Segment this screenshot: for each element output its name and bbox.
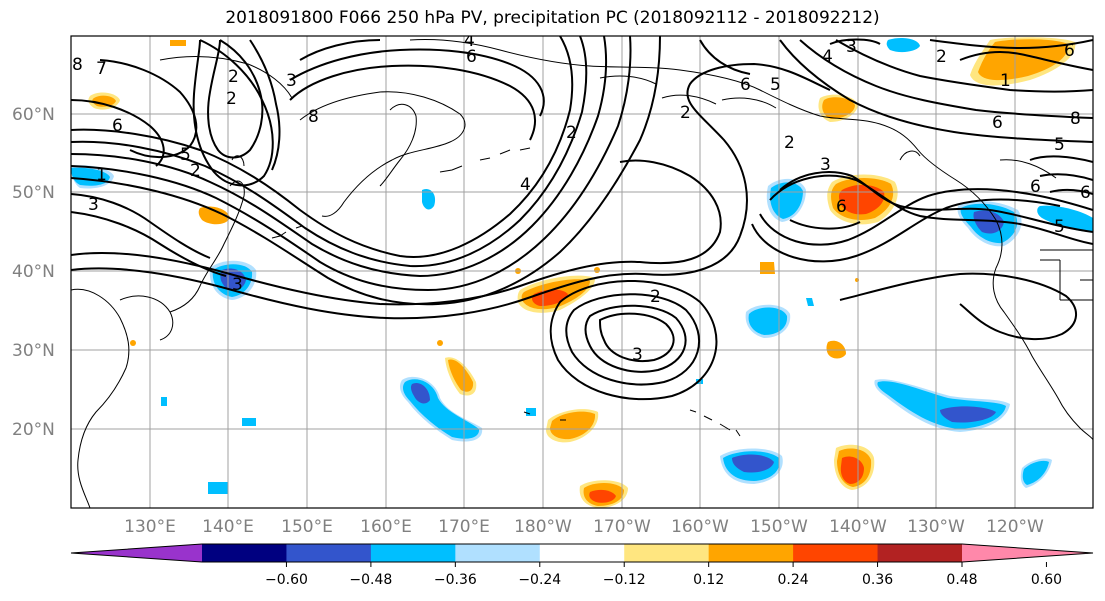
contour-label: 3: [632, 345, 643, 365]
map-frame: [70, 35, 1094, 509]
contour-label: 1: [1000, 71, 1011, 91]
lat-label: 30°N: [12, 341, 55, 361]
contour-label: 4: [464, 31, 475, 51]
colorbar-segment: [624, 544, 710, 562]
lat-label: 60°N: [12, 105, 55, 125]
contour-label: 6: [1080, 183, 1091, 203]
contour-label: 4: [822, 47, 833, 67]
colorbar-tick-label: −0.60: [265, 572, 308, 588]
contour-label: 2: [680, 103, 691, 123]
contour-label: 6: [1030, 177, 1041, 197]
colorbar-ticks: −0.60 −0.48 −0.36 −0.24 −0.12 0.12 0.24 0.36 0.4…: [265, 562, 1062, 588]
contour-label: 5: [180, 145, 191, 165]
colorbar-segment: [708, 544, 794, 562]
lon-label: 120°W: [986, 517, 1044, 537]
contour-label: 8: [1070, 109, 1081, 129]
contour-label: 3: [846, 37, 857, 57]
colorbar-segment: [455, 544, 541, 562]
colorbar-segment: [286, 544, 372, 562]
colorbar-extend-high: [962, 544, 1093, 562]
precip-positive-areas: [88, 37, 1076, 508]
colorbar-tick-label: −0.48: [349, 572, 392, 588]
colorbar-segment: [370, 544, 456, 562]
contour-label: 4: [520, 175, 531, 195]
contour-label: 3: [820, 155, 831, 175]
colorbar-tick-label: −0.24: [518, 572, 561, 588]
contour-label: 6: [1064, 41, 1075, 61]
longitude-labels: 130°E 140°E 150°E 160°E 170°E 180°W 170°…: [124, 517, 1044, 537]
lon-label: 130°E: [124, 517, 176, 537]
contour-label: 5: [770, 75, 781, 95]
colorbar-segment: [877, 544, 963, 562]
lon-label: 140°E: [202, 517, 254, 537]
colorbar-segment: [539, 544, 625, 562]
contour-label: 8: [72, 55, 83, 75]
map-title: 2018091800 F066 250 hPa PV, precipitatio…: [225, 8, 880, 28]
colorbar-tick-label: 0.12: [693, 572, 724, 588]
map-content: 8 7 6 5 1 3 2 3 8 4 2 3 4 6 2 3 2 6 5 4 …: [71, 31, 1093, 508]
contour-label: 3: [232, 275, 243, 295]
pv-contours: [71, 36, 1093, 401]
contour-label: 5: [1054, 217, 1065, 237]
lat-label: 50°N: [12, 183, 55, 203]
colorbar-tick-label: −0.12: [603, 572, 646, 588]
colorbar-segment: [793, 544, 879, 562]
contour-label: 3: [88, 195, 99, 215]
contour-label: 1: [96, 165, 107, 185]
lon-label: 160°W: [671, 517, 729, 537]
contour-label: 2: [190, 161, 201, 181]
lon-label: 180°W: [514, 517, 572, 537]
contour-label: 6: [740, 75, 751, 95]
contour-label: 6: [112, 116, 123, 136]
lat-label: 20°N: [12, 420, 55, 440]
colorbar-tick-label: 0.48: [946, 572, 977, 588]
contour-label: 2: [650, 287, 661, 307]
lon-label: 130°W: [907, 517, 965, 537]
contour-labels: 8 7 6 5 1 3 2 3 8 4 2 3 4 6 2 3 2 6 5 4 …: [72, 31, 1091, 365]
colorbar-tick-label: −0.36: [434, 572, 477, 588]
lat-label: 40°N: [12, 262, 55, 282]
contour-label: 2: [228, 67, 239, 87]
lon-label: 160°E: [360, 517, 412, 537]
contour-label: 2: [784, 133, 795, 153]
contour-label: 7: [96, 59, 107, 79]
colorbar-tick-label: 0.60: [1031, 572, 1062, 588]
colorbar-tick-label: 0.24: [778, 572, 809, 588]
contour-label: 2: [226, 89, 237, 109]
contour-label: 3: [286, 71, 297, 91]
contour-label: 5: [1054, 135, 1065, 155]
colorbar-tick-label: 0.36: [862, 572, 893, 588]
lon-label: 150°W: [750, 517, 808, 537]
contour-label: 2: [566, 123, 577, 143]
precip-negative-areas: [71, 38, 1093, 494]
contour-label: 6: [992, 113, 1003, 133]
colorbar-segment: [202, 544, 287, 562]
lon-label: 170°E: [438, 517, 490, 537]
contour-label: 2: [936, 47, 947, 67]
colorbar-extend-low: [71, 544, 202, 562]
lon-label: 140°W: [829, 517, 887, 537]
latitude-labels: 60°N 50°N 40°N 30°N 20°N: [12, 105, 55, 440]
lon-label: 170°W: [593, 517, 651, 537]
contour-label: 6: [466, 47, 477, 67]
colorbar-outline: [70, 543, 1094, 563]
contour-label: 8: [308, 107, 319, 127]
colorbar: [70, 543, 1094, 563]
lon-label: 150°E: [281, 517, 333, 537]
contour-label: 6: [836, 197, 847, 217]
